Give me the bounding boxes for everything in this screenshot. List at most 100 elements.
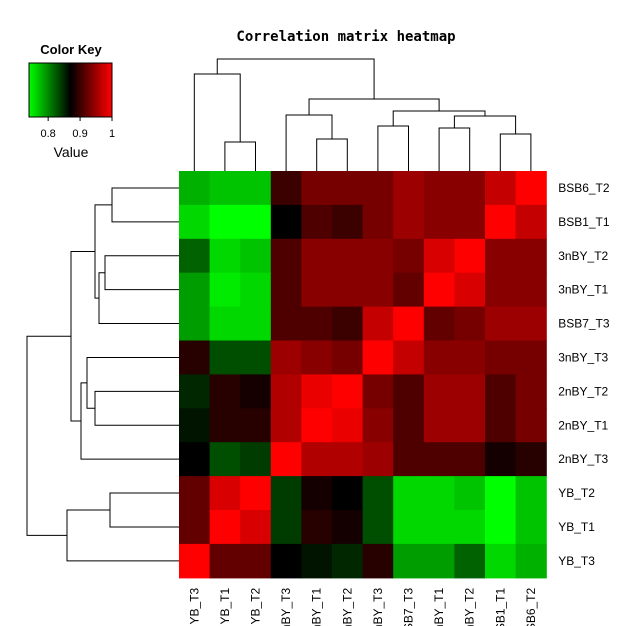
- heatmap-cell: [179, 543, 211, 579]
- heatmap-cell: [515, 408, 547, 443]
- heatmap-cell: [362, 272, 394, 308]
- heatmap-cell: [179, 171, 211, 206]
- row-dendrogram-branch: [98, 272, 179, 325]
- heatmap-cell: [362, 306, 394, 342]
- heatmap-cell: [332, 510, 364, 545]
- heatmap-cell: [301, 543, 333, 579]
- heatmap-cell: [209, 238, 241, 274]
- color-key: Color Key 0.8 0.9 1 Value: [28, 42, 115, 160]
- heatmap-cell: [179, 340, 211, 375]
- heatmap-cell: [270, 204, 302, 240]
- color-key-ticks: 0.8 0.9 1: [41, 117, 115, 140]
- heatmap-cell: [393, 272, 425, 308]
- heatmap-cell: [332, 272, 364, 308]
- heatmap-cell: [393, 543, 425, 579]
- heatmap-cell: [485, 374, 517, 409]
- heatmap-cell: [301, 340, 333, 375]
- heatmap-cell: [485, 510, 517, 545]
- column-dendrogram-branch: [285, 114, 333, 171]
- heatmap-cell: [393, 306, 425, 342]
- color-key-tick-label: 1: [109, 128, 115, 140]
- row-dendrogram-branch: [26, 335, 71, 536]
- column-label: 2nBY_T1: [310, 587, 324, 626]
- heatmap-cell: [515, 442, 547, 477]
- heatmap-cell: [423, 476, 455, 511]
- heatmap-cell: [332, 171, 364, 206]
- column-label: 2nBY_T2: [340, 587, 354, 626]
- heatmap-cell: [179, 442, 211, 477]
- heatmap-cell: [454, 510, 486, 545]
- heatmap-cell: [393, 476, 425, 511]
- heatmap-cell: [485, 238, 517, 274]
- row-label: 2nBY_T1: [558, 418, 608, 432]
- heatmap-cell: [270, 408, 302, 443]
- heatmap-cell: [485, 272, 517, 308]
- heatmap-cell: [270, 374, 302, 409]
- row-dendrogram: [26, 187, 179, 562]
- heatmap-cell: [362, 543, 394, 579]
- heatmap-cell: [485, 306, 517, 342]
- heatmap-cell: [454, 476, 486, 511]
- heatmap-cell: [240, 442, 272, 477]
- heatmap-cell: [209, 442, 241, 477]
- heatmap-cell: [485, 476, 517, 511]
- column-dendrogram: [193, 58, 532, 171]
- heatmap-cell: [301, 442, 333, 477]
- color-key-bar: [28, 62, 113, 118]
- heatmap-cell: [393, 204, 425, 240]
- heatmap-cell: [301, 171, 333, 206]
- column-label: BSB7_T3: [402, 587, 416, 626]
- heatmap-cell: [454, 306, 486, 342]
- heatmap-cell: [423, 510, 455, 545]
- column-label: YB_T1: [218, 587, 232, 624]
- heatmap-cell: [393, 510, 425, 545]
- heatmap-cell: [515, 272, 547, 308]
- heatmap-cell: [515, 510, 547, 545]
- row-label: 3nBY_T1: [558, 283, 608, 297]
- column-label: 3nBY_T2: [463, 587, 477, 626]
- heatmap-cell: [515, 374, 547, 409]
- heatmap-cell: [240, 204, 272, 240]
- heatmap-cell: [270, 510, 302, 545]
- row-label: 3nBY_T3: [558, 350, 608, 364]
- heatmap-cell: [454, 543, 486, 579]
- column-dendrogram-branch: [392, 110, 486, 126]
- row-label: BSB7_T3: [558, 317, 610, 331]
- row-dendrogram-branch: [104, 255, 179, 291]
- heatmap-cell: [362, 510, 394, 545]
- heatmap-cell: [240, 476, 272, 511]
- heatmap-cell: [454, 442, 486, 477]
- heatmap-cell: [454, 238, 486, 274]
- heatmap-cell: [240, 340, 272, 375]
- heatmap-cell: [240, 543, 272, 579]
- heatmap-cell: [515, 340, 547, 375]
- column-label: BSB1_T1: [493, 587, 507, 626]
- heatmap-cell: [301, 238, 333, 274]
- heatmap-cell: [179, 510, 211, 545]
- heatmap-cell: [362, 171, 394, 206]
- heatmap-cell: [240, 374, 272, 409]
- color-key-tick-label: 0.8: [41, 128, 56, 140]
- heatmap-cell: [179, 408, 211, 443]
- heatmap-cell: [179, 374, 211, 409]
- heatmap-cell: [209, 510, 241, 545]
- heatmap-cell: [240, 510, 272, 545]
- heatmap-cell: [301, 476, 333, 511]
- row-label: YB_T2: [558, 486, 595, 500]
- heatmap-cell: [393, 171, 425, 206]
- row-dendrogram-branch: [94, 390, 179, 426]
- heatmap-cell: [362, 238, 394, 274]
- heatmap-cell: [270, 306, 302, 342]
- heatmap-cell: [332, 306, 364, 342]
- heatmap-cell: [270, 340, 302, 375]
- heatmap-cell: [393, 442, 425, 477]
- heatmap-cell: [423, 442, 455, 477]
- heatmap-cell: [454, 171, 486, 206]
- row-dendrogram-branch: [94, 204, 112, 299]
- heatmap-cell: [270, 272, 302, 308]
- heatmap-cell: [240, 306, 272, 342]
- heatmap-cell: [301, 374, 333, 409]
- heatmap-cell: [423, 543, 455, 579]
- row-dendrogram-branch: [111, 187, 179, 223]
